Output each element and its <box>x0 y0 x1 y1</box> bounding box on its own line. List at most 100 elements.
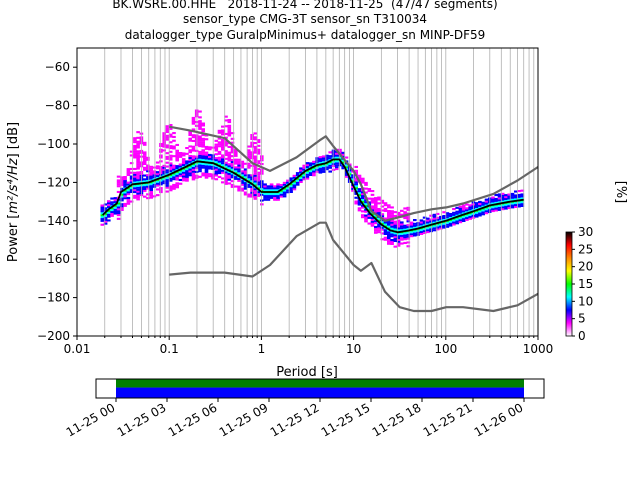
heatmap-cell <box>494 207 498 210</box>
heatmap-cell <box>334 168 339 171</box>
heatmap-cell <box>439 217 443 220</box>
heatmap-cell <box>155 171 160 174</box>
heatmap-cell <box>136 194 140 197</box>
heatmap-cell <box>208 165 212 168</box>
heatmap-cell <box>520 197 525 200</box>
heatmap-cell <box>230 168 235 171</box>
heatmap-cell <box>403 213 407 216</box>
heatmap-cell <box>364 187 368 190</box>
heatmap-cell <box>188 168 192 171</box>
heatmap-cell <box>217 129 222 132</box>
heatmap-cell <box>155 180 160 183</box>
heatmap-cell <box>510 192 515 195</box>
heatmap-cell <box>507 193 511 196</box>
heatmap-cell <box>253 195 258 198</box>
heatmap-cell <box>308 168 313 171</box>
heatmap-cell <box>201 151 205 154</box>
heatmap-cell <box>325 154 329 157</box>
heatmap-cell <box>221 160 225 163</box>
timeline-tick-label: 11-25 03 <box>115 400 169 439</box>
heatmap-cell <box>514 198 518 201</box>
heatmap-cell <box>396 221 401 224</box>
heatmap-cell <box>227 128 232 131</box>
heatmap-cell <box>133 154 137 157</box>
heatmap-cell <box>396 240 401 243</box>
heatmap-cell <box>253 180 258 183</box>
heatmap-cell <box>325 164 329 167</box>
heatmap-cell <box>256 160 261 163</box>
heatmap-cell <box>500 192 505 195</box>
heatmap-cell <box>175 182 179 185</box>
heatmap-cell <box>507 197 511 200</box>
heatmap-cell <box>247 178 251 181</box>
heatmap-cell <box>230 151 235 154</box>
heatmap-cell <box>256 179 261 182</box>
heatmap-cell <box>214 170 219 173</box>
heatmap-cell <box>234 185 238 188</box>
heatmap-cell <box>129 171 134 174</box>
heatmap-cell <box>341 161 345 164</box>
heatmap-cell <box>165 169 170 172</box>
heatmap-cell <box>380 205 385 208</box>
heatmap-cell <box>276 185 280 188</box>
heatmap-cell <box>354 192 358 195</box>
heatmap-cell <box>152 172 157 175</box>
heatmap-cell <box>162 139 166 142</box>
heatmap-cell <box>221 177 225 180</box>
heatmap-cell <box>201 172 205 175</box>
heatmap-cell <box>234 160 238 163</box>
heatmap-cell <box>181 158 186 161</box>
heatmap-cell <box>393 234 398 237</box>
heatmap-cell <box>383 202 388 205</box>
heatmap-cell <box>123 204 127 207</box>
heatmap-cell <box>120 180 124 183</box>
heatmap-cell <box>422 231 427 234</box>
heatmap-cell <box>165 157 170 160</box>
heatmap-cell <box>263 194 267 197</box>
heatmap-cell <box>383 221 388 224</box>
heatmap-cell <box>279 185 284 188</box>
heatmap-cell <box>432 219 437 222</box>
heatmap-cell <box>364 183 368 186</box>
heatmap-cell <box>370 201 375 204</box>
heatmap-cell <box>478 210 482 213</box>
heatmap-cell <box>273 198 277 201</box>
heatmap-cell <box>377 229 381 232</box>
heatmap-cell <box>406 235 411 238</box>
heatmap-cell <box>334 164 339 167</box>
heatmap-cell <box>146 183 150 186</box>
heatmap-cell <box>429 230 433 233</box>
heatmap-cell <box>181 177 186 180</box>
heatmap-cell <box>113 210 118 213</box>
heatmap-cell <box>299 171 303 174</box>
heatmap-cell <box>224 169 228 172</box>
heatmap-cell <box>344 175 349 178</box>
heatmap-cell <box>494 205 498 208</box>
heatmap-cell <box>409 221 414 224</box>
heatmap-cell <box>361 204 365 207</box>
heatmap-cell <box>387 231 391 234</box>
heatmap-cell <box>256 139 261 142</box>
heatmap-cell <box>221 158 225 161</box>
heatmap-cell <box>500 200 505 203</box>
heatmap-cell <box>474 207 479 210</box>
heatmap-cell <box>367 201 372 204</box>
heatmap-cell <box>344 173 349 176</box>
heatmap-cell <box>227 167 232 170</box>
heatmap-cell <box>146 166 150 169</box>
heatmap-cell <box>445 221 450 224</box>
heatmap-cell <box>494 197 498 200</box>
heatmap-cell <box>393 211 398 214</box>
heatmap-cell <box>308 164 313 167</box>
heatmap-cell <box>165 178 170 181</box>
heatmap-cell <box>100 204 105 207</box>
heatmap-cell <box>367 189 372 192</box>
heatmap-cell <box>243 187 248 190</box>
heatmap-cell <box>253 176 258 179</box>
heatmap-cell <box>133 144 137 147</box>
colorbar-tick-label: 20 <box>578 260 593 274</box>
heatmap-cell <box>198 156 202 159</box>
heatmap-cell <box>461 218 466 221</box>
y-tick-label: −100 <box>37 137 70 151</box>
